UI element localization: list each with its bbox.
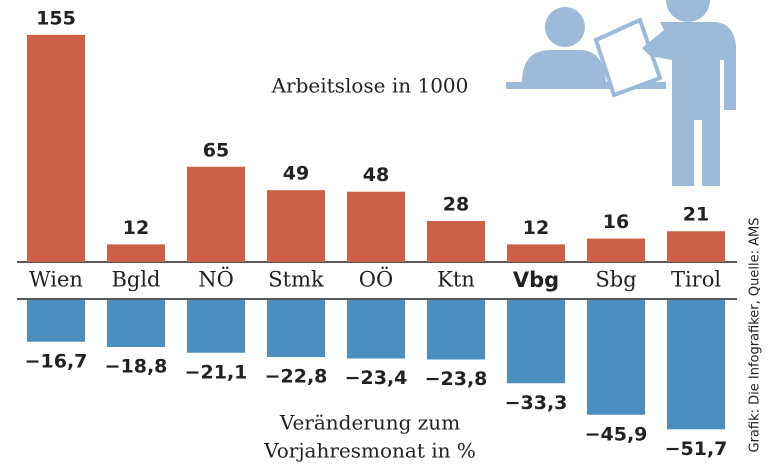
illustration	[506, 0, 736, 186]
x-tick-label: Vbg	[513, 268, 559, 292]
value-label: 12	[523, 217, 549, 239]
value-label: 155	[36, 7, 76, 29]
chart-title: Arbeitslose in 1000	[271, 74, 469, 98]
bar	[347, 300, 405, 359]
x-tick-label: Tirol	[671, 268, 721, 292]
x-tick-label: Bgld	[111, 268, 160, 292]
bar	[107, 300, 165, 347]
value-label: −21,1	[185, 361, 248, 383]
x-tick-label: NÖ	[198, 267, 234, 292]
value-label: −23,8	[425, 368, 488, 390]
value-label: 28	[443, 193, 469, 215]
bar	[427, 300, 485, 360]
bar	[27, 300, 85, 342]
x-tick-label: Wien	[29, 268, 83, 292]
bar	[267, 300, 325, 357]
value-label: −33,3	[505, 392, 568, 414]
bar	[187, 167, 245, 262]
x-tick-label: OÖ	[359, 267, 393, 292]
chart-title: Vorjahresmonat in %	[263, 439, 476, 463]
value-label: 16	[603, 211, 629, 233]
value-label: −22,8	[265, 366, 328, 388]
bar	[587, 239, 645, 262]
value-label: 12	[123, 217, 149, 239]
x-tick-label: Stmk	[268, 268, 324, 292]
bar	[27, 35, 85, 262]
bar	[347, 192, 405, 262]
value-label: 48	[363, 164, 389, 186]
bar	[667, 300, 725, 429]
bar	[587, 300, 645, 415]
x-tick-label: Sbg	[595, 268, 636, 292]
x-tick-label: Ktn	[437, 268, 475, 292]
bar	[507, 244, 565, 262]
value-label: −23,4	[345, 367, 408, 389]
source-note: Grafik: Die Infografiker, Quelle: AMS	[748, 218, 763, 453]
value-label: −45,9	[585, 423, 648, 445]
bar	[187, 300, 245, 353]
bar	[507, 300, 565, 383]
value-label: 65	[203, 139, 229, 161]
chart: Arbeitslose in 1000 Veränderung zum Vorj…	[0, 0, 776, 467]
value-label: 49	[283, 163, 309, 185]
value-label: −51,7	[665, 438, 728, 460]
bar	[107, 244, 165, 262]
value-label: 21	[683, 204, 709, 226]
value-label: −18,8	[105, 356, 168, 378]
value-label: −16,7	[25, 350, 88, 372]
chart-title: Veränderung zum	[279, 411, 460, 435]
bar	[267, 190, 325, 262]
bar	[667, 231, 725, 262]
bar	[427, 221, 485, 262]
